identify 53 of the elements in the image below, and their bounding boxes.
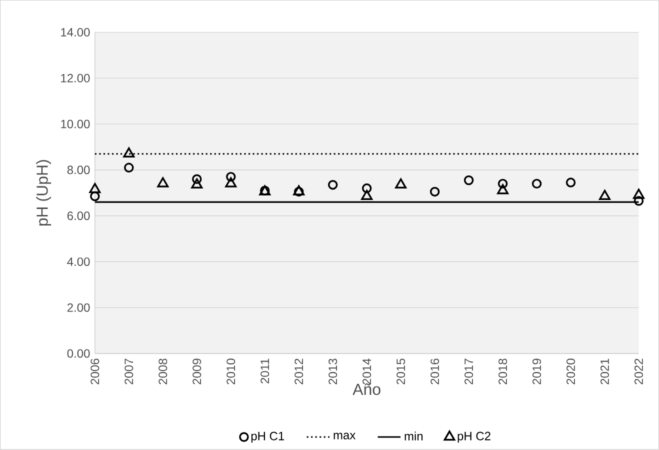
point (464, 176, 474, 186)
point (599, 190, 610, 200)
point (362, 184, 372, 194)
point (430, 186, 440, 197)
y-tick-label: 6.00 (67, 212, 90, 220)
y-tick-label: 14.00 (61, 28, 90, 37)
legend-label: pH C2 (458, 432, 490, 443)
y-tick-label: 12.00 (61, 74, 90, 83)
x-tick-label: 2009 (192, 358, 202, 384)
x-tick-label: 2007 (124, 358, 134, 384)
point (328, 180, 338, 190)
point (225, 177, 237, 188)
x-tick-label: 2021 (600, 358, 610, 384)
x-tick-label: 2014 (362, 358, 372, 384)
point (395, 178, 407, 189)
x-tick-label: 2013 (328, 358, 338, 384)
y-tick-label: 8.00 (67, 166, 90, 174)
y-tick-label: 10.00 (61, 120, 90, 128)
legend-label: min (404, 432, 423, 440)
point (123, 148, 135, 158)
x-tick-label: 2008 (158, 358, 168, 384)
x-tick-label: 2011 (260, 358, 270, 384)
y-tick-label: 2.00 (67, 303, 90, 312)
point (498, 178, 508, 189)
point (191, 178, 203, 189)
point (566, 178, 576, 188)
point (192, 174, 202, 184)
x-tick-label: 2017 (464, 358, 474, 384)
x-axis-title: Año (352, 384, 380, 396)
x-tick-label: 2016 (430, 358, 440, 384)
x-tick-label: 2012 (294, 358, 304, 384)
point (497, 184, 508, 194)
point (90, 192, 100, 202)
y-axis-title: pH (UpH) (36, 160, 52, 226)
legend-label: max (334, 432, 356, 440)
x-tick-label: 2022 (634, 358, 643, 384)
point (532, 178, 542, 189)
x-tick-label: 2006 (90, 358, 100, 384)
point (634, 196, 644, 206)
legend-label: pH C1 (251, 432, 284, 443)
y-tick-label: 0.00 (67, 349, 90, 358)
x-tick-label: 2018 (498, 358, 508, 384)
point (124, 162, 134, 173)
y-tick-label: 4.00 (67, 258, 90, 266)
point (226, 172, 236, 182)
x-tick-label: 2015 (396, 358, 406, 384)
point (157, 177, 169, 188)
x-tick-label: 2020 (566, 358, 576, 384)
point (361, 190, 373, 200)
point (89, 183, 101, 194)
x-tick-label: 2019 (532, 358, 542, 384)
point (633, 188, 644, 199)
x-tick-label: 2010 (226, 358, 236, 384)
